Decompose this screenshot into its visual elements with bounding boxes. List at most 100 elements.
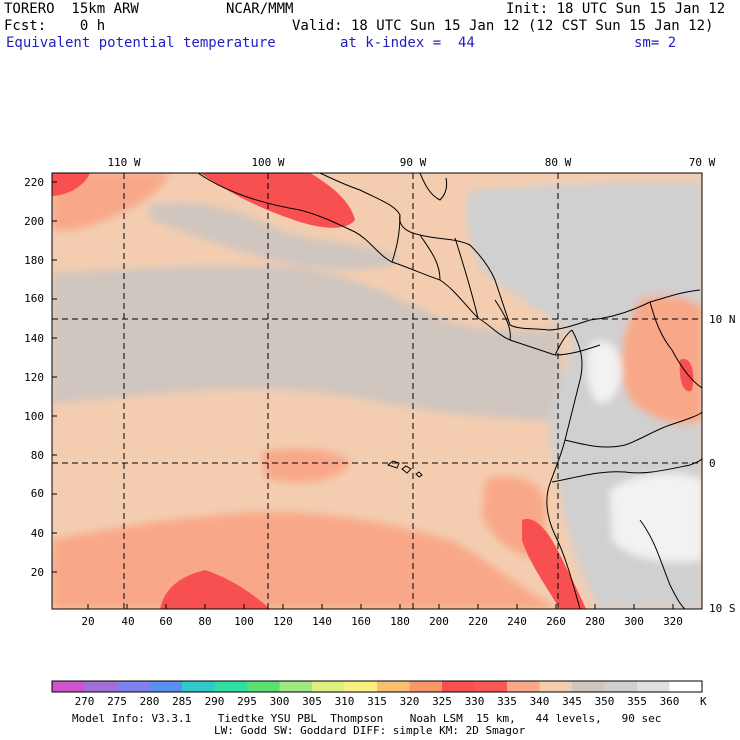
field-white-andes-s <box>610 473 702 562</box>
x-tick-label: 80 <box>198 615 211 628</box>
border-nicaragua <box>454 237 479 319</box>
y-tick-label: 120 <box>24 371 44 384</box>
y-axis-ticks <box>52 181 57 573</box>
colorbar-label: 350 <box>595 695 615 708</box>
field-band-345 <box>52 265 560 420</box>
colorbar <box>52 681 703 692</box>
x-tick-label: 140 <box>312 615 332 628</box>
smoothing-info: sm= 2 <box>634 35 677 51</box>
field-patch-north-warm <box>52 173 170 231</box>
border-colombia-ecuador <box>564 411 702 448</box>
lat-label-10s: 10 S <box>709 602 736 615</box>
colorbar-label: 335 <box>497 695 517 708</box>
x-tick-label: 180 <box>390 615 410 628</box>
colorbar-label: 280 <box>140 695 160 708</box>
x-tick-label: 260 <box>546 615 566 628</box>
galapagos-island-c <box>415 471 423 478</box>
coast-caribbean <box>319 173 701 331</box>
colorbar-label: 355 <box>627 695 647 708</box>
center-name: NCAR/MMM <box>226 1 294 17</box>
field-hot-peru-coast <box>522 519 586 609</box>
colorbar-label: 360 <box>660 695 680 708</box>
x-tick-label: 300 <box>624 615 644 628</box>
colorbar-swatch <box>669 681 703 692</box>
y-tick-label: 20 <box>31 566 44 579</box>
x-tick-label: 160 <box>351 615 371 628</box>
x-axis-ticks <box>87 604 674 609</box>
colorbar-label: 275 <box>107 695 127 708</box>
galapagos-island-b <box>401 465 412 474</box>
y-tick-label: 40 <box>31 527 44 540</box>
colorbar-label: 315 <box>367 695 387 708</box>
colorbar-swatch <box>84 681 118 692</box>
colorbar-swatch <box>409 681 443 692</box>
theta-e-field <box>52 173 702 609</box>
init-time: Init: 18 UTC Sun 15 Jan 12 <box>506 1 726 17</box>
y-tick-label: 140 <box>24 332 44 345</box>
lon-label-90w: 90 W <box>400 156 427 169</box>
colorbar-swatch <box>507 681 540 692</box>
colorbar-label: 270 <box>75 695 95 708</box>
coast-south-america-west <box>546 329 583 609</box>
colorbar-swatch <box>279 681 313 692</box>
lon-label-100w: 100 W <box>251 156 284 169</box>
footer-physics-info: LW: Godd SW: Goddard DIFF: simple KM: 2D… <box>214 724 526 737</box>
colorbar-swatch <box>637 681 670 692</box>
border-costa-rica <box>494 299 511 341</box>
x-tick-label: 200 <box>429 615 449 628</box>
colorbar-labels: 270 275 280 285 290 295 300 305 310 315 320 325 330 3… <box>75 695 680 708</box>
colorbar-label: 300 <box>270 695 290 708</box>
colorbar-swatch <box>247 681 280 692</box>
y-tick-label: 80 <box>31 449 44 462</box>
field-hot-mexico-coast <box>200 173 355 228</box>
field-hot-south-coast <box>160 570 270 609</box>
level-info: at k-index = 44 <box>340 35 475 51</box>
colorbar-label: 310 <box>335 695 355 708</box>
colorbar-swatch <box>474 681 508 692</box>
y-tick-label: 160 <box>24 292 44 305</box>
y-tick-label: 180 <box>24 254 44 267</box>
colorbar-label: 340 <box>530 695 550 708</box>
colorbar-swatch <box>344 681 378 692</box>
colorbar-swatch <box>149 681 183 692</box>
y-tick-label: 200 <box>24 215 44 228</box>
forecast-hour: Fcst: 0 h <box>4 18 106 34</box>
colorbar-swatch <box>539 681 573 692</box>
x-tick-label: 240 <box>507 615 527 628</box>
colorbar-swatch <box>117 681 150 692</box>
x-tick-label: 280 <box>585 615 605 628</box>
colorbar-swatch <box>52 681 85 692</box>
colorbar-label: 290 <box>205 695 225 708</box>
border-panama-colombia <box>554 344 601 356</box>
lat-label-10n: 10 N <box>709 313 736 326</box>
y-tick-label: 100 <box>24 410 44 423</box>
border-honduras <box>419 234 441 281</box>
field-white-andes-n <box>586 341 622 404</box>
colorbar-label: 320 <box>400 695 420 708</box>
x-tick-label: 20 <box>81 615 94 628</box>
footer-model-info: Model Info: V3.3.1 Tiedtke YSU PBL Thomp… <box>72 712 662 725</box>
graticule <box>52 173 702 609</box>
map-frame <box>51 172 703 610</box>
lon-label-80w: 80 W <box>545 156 572 169</box>
colorbar-swatch <box>182 681 215 692</box>
colorbar-label: 330 <box>465 695 485 708</box>
coast-mexico-central-america <box>197 173 573 356</box>
field-patch-galapagos-warm <box>262 448 350 483</box>
colorbar-swatch <box>442 681 475 692</box>
lon-label-110w: 110 W <box>107 156 140 169</box>
border-guatemala <box>391 214 401 263</box>
border-colombia-venezuela <box>649 301 702 389</box>
x-tick-label: 40 <box>121 615 134 628</box>
x-tick-label: 100 <box>234 615 254 628</box>
colorbar-unit: K <box>700 695 707 708</box>
y-tick-label: 220 <box>24 176 44 189</box>
colorbar-frame <box>51 680 703 693</box>
field-band-345-north <box>150 202 400 270</box>
colorbar-swatch <box>377 681 410 692</box>
border-ecuador-peru <box>551 457 702 483</box>
colorbar-label: 295 <box>237 695 257 708</box>
x-tick-label: 60 <box>159 615 172 628</box>
colorbar-label: 345 <box>562 695 582 708</box>
